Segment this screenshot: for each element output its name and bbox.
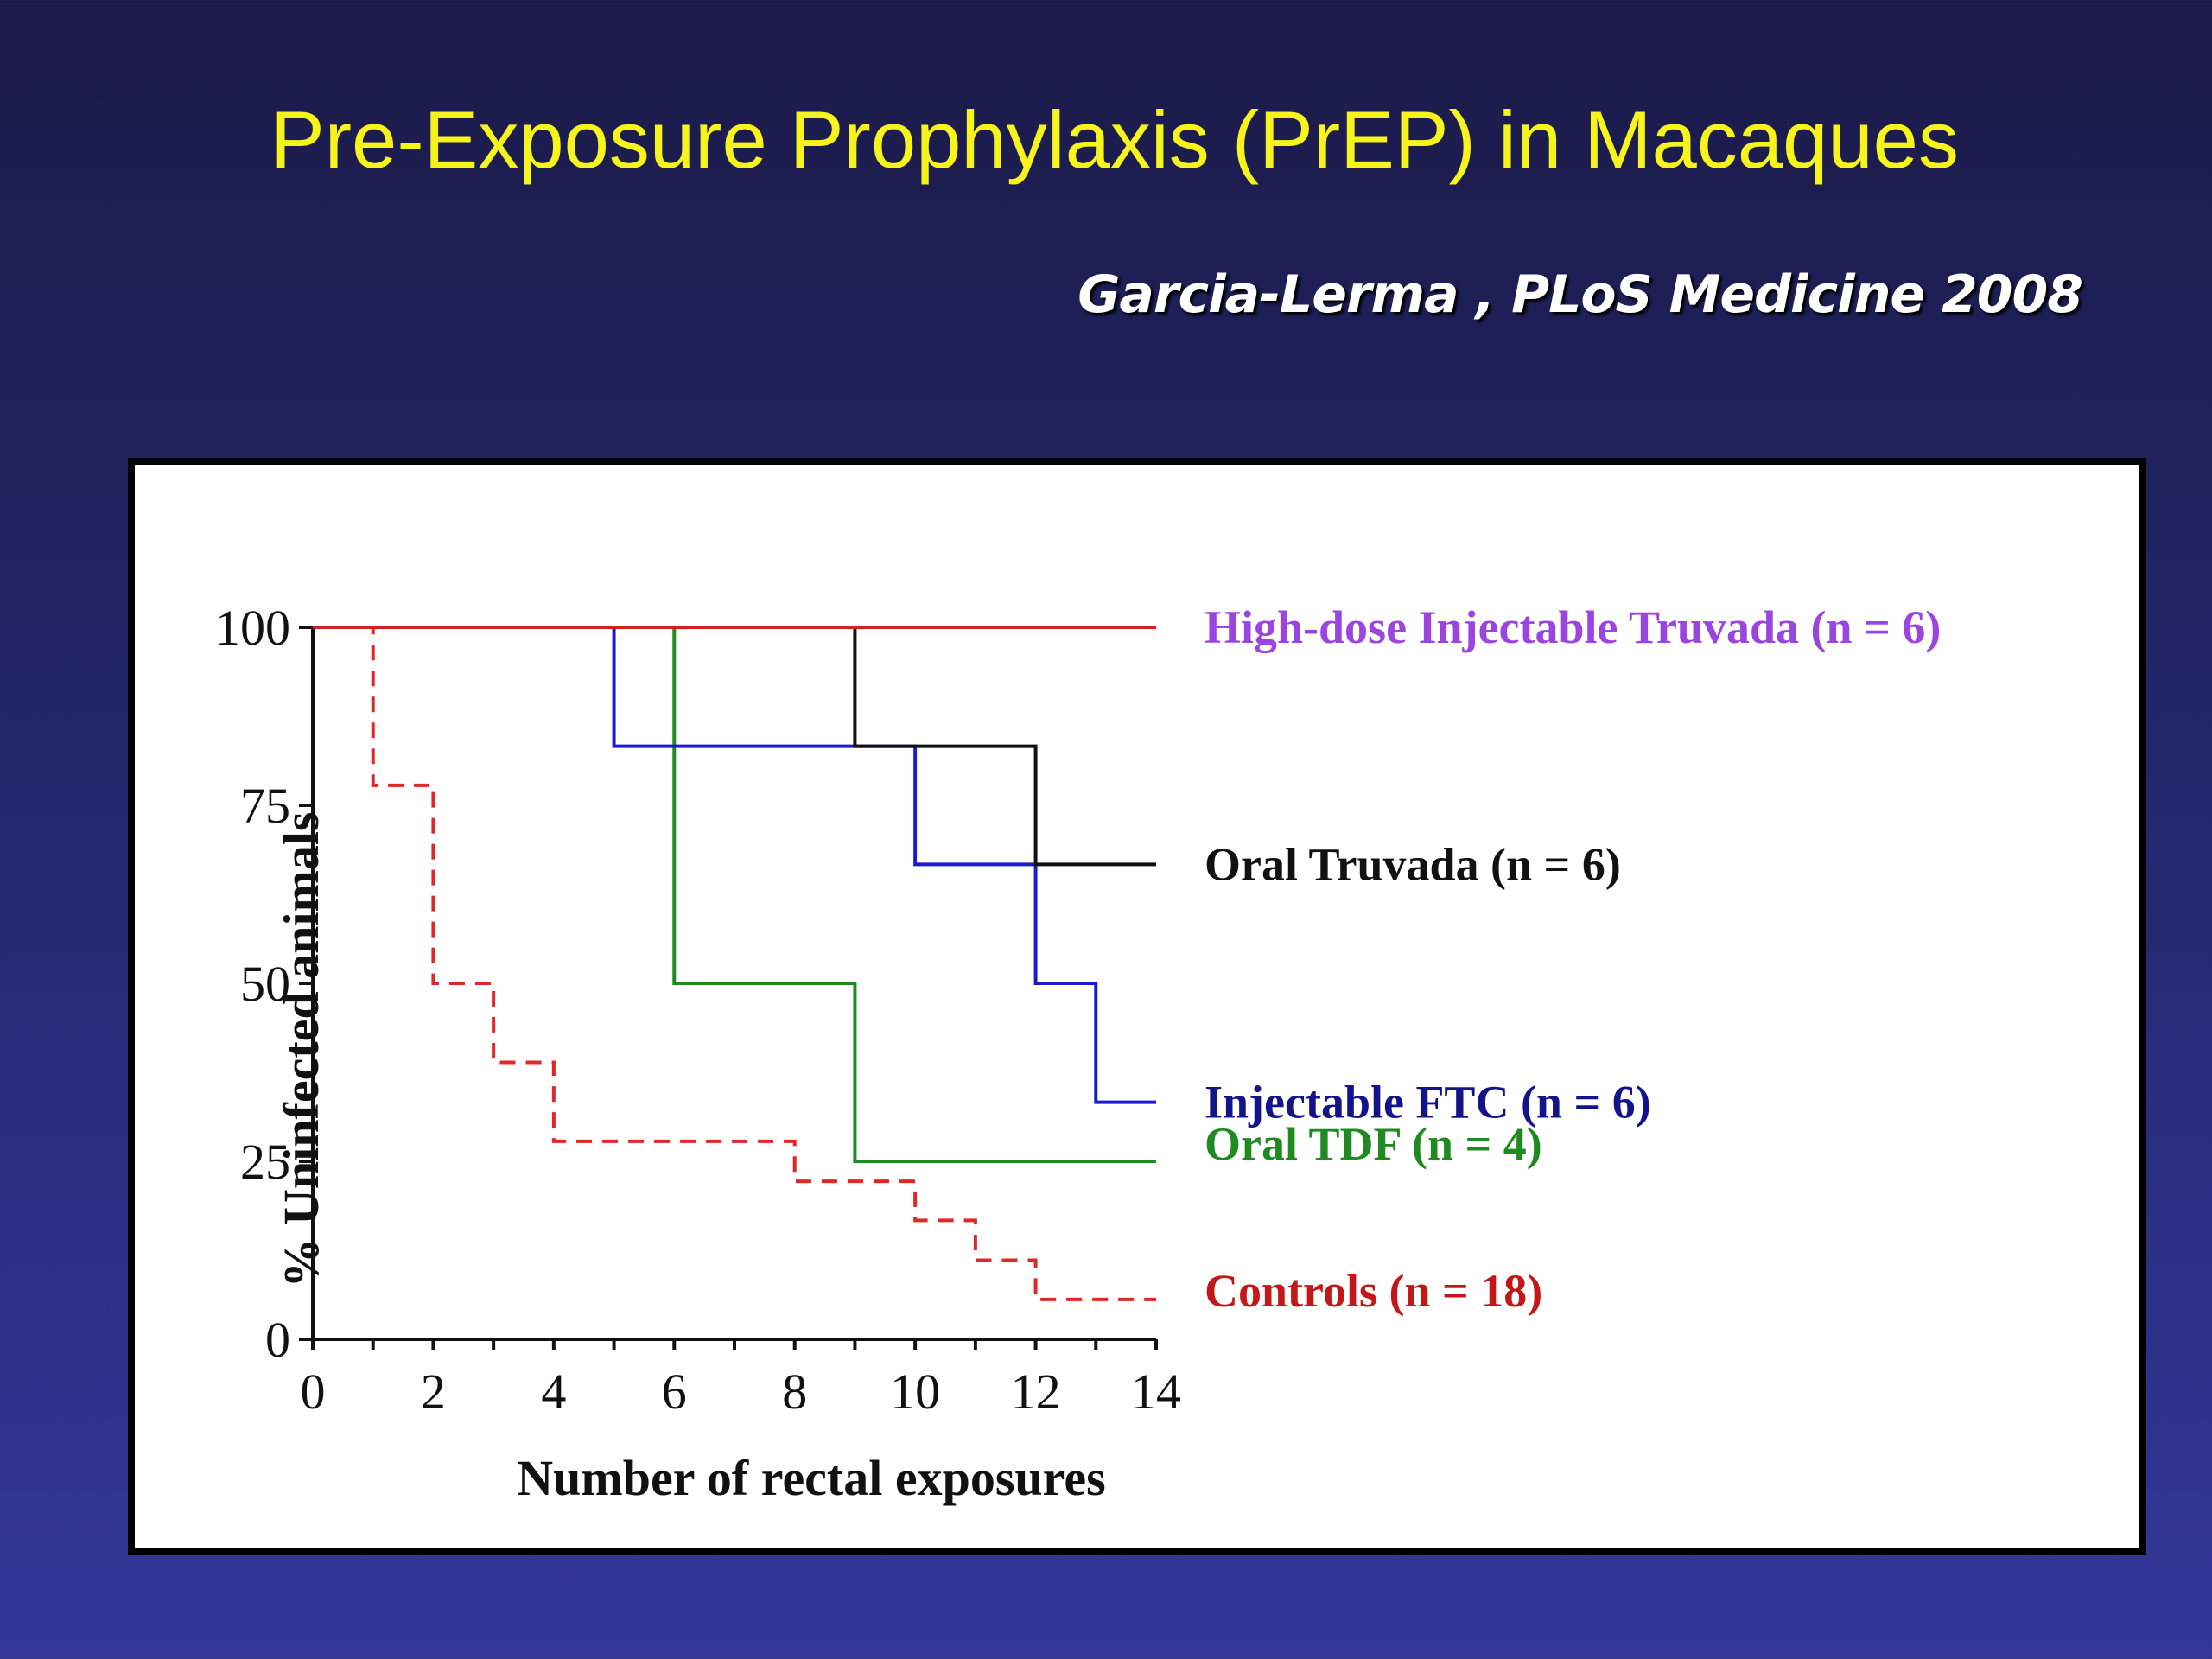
series-label: Injectable FTC (n = 6): [1205, 1077, 1651, 1128]
series-labels: High-dose Injectable Truvada (n = 6) Oral…: [1205, 601, 1941, 1317]
series-label: Oral TDF (n = 4): [1205, 1118, 1542, 1170]
x-tick-label: 12: [1011, 1363, 1061, 1420]
series-label: Controls (n = 18): [1205, 1265, 1542, 1317]
x-tick-label: 8: [782, 1363, 807, 1420]
y-tick-label: 25: [240, 1134, 290, 1190]
y-tick-label: 0: [265, 1312, 290, 1368]
x-tick-label: 2: [421, 1363, 446, 1420]
x-tick-label: 0: [301, 1363, 326, 1420]
x-axis-label: Number of rectal exposures: [517, 1450, 1105, 1506]
series-label: Oral Truvada (n = 6): [1205, 838, 1621, 890]
series-line: [313, 626, 1156, 1104]
series-lines: [313, 626, 1156, 1301]
series-label: High-dose Injectable Truvada (n = 6): [1205, 601, 1941, 653]
series-line: [313, 626, 1156, 1163]
slide-title: Pre-Exposure Prophylaxis (PrEP) in Macaq…: [270, 94, 1959, 185]
chart-axes: 0 2 4 6 8 10 12 14 0 25 50 75 100: [215, 600, 1181, 1420]
y-tick-label: 50: [240, 956, 290, 1012]
x-tick-label: 4: [541, 1363, 566, 1420]
survival-chart: 0 2 4 6 8 10 12 14 0 25 50 75 100 High-dose Injectab…: [215, 600, 1941, 1506]
chart-panel: 0 2 4 6 8 10 12 14 0 25 50 75 100 High-dose Injectab…: [128, 458, 2146, 1555]
x-tick-label: 6: [662, 1363, 687, 1420]
y-tick-label: 75: [240, 778, 290, 834]
y-axis-label: % Uninfected animals: [273, 812, 329, 1288]
x-tick-label: 10: [890, 1363, 940, 1420]
x-tick-label: 14: [1131, 1363, 1181, 1420]
citation: Garcia-Lerma , PLoS Medicine 2008: [1077, 264, 2083, 325]
y-tick-label: 100: [215, 600, 290, 656]
series-line: [313, 626, 1156, 1301]
